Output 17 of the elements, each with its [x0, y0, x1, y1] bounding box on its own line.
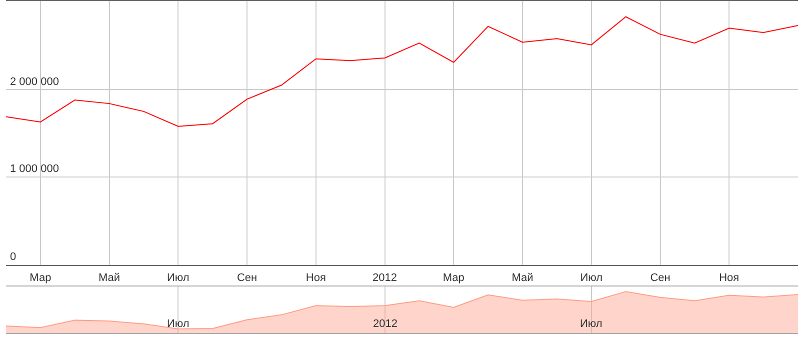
x-tick-label: 2012 [373, 318, 398, 330]
x-tick-label: Сен [236, 272, 258, 284]
x-tick-label: 2012 [372, 272, 398, 284]
x-tick-label: Июл [580, 318, 602, 330]
x-tick-label: Июл [580, 272, 603, 284]
y-tick-label: 1 000 000 [10, 163, 59, 175]
y-tick-label: 2 000 000 [10, 76, 59, 88]
x-tick-label: Июл [167, 272, 190, 284]
x-tick-label: Май [98, 272, 120, 284]
x-tick-label: Июл [167, 318, 190, 330]
x-tick-label: Ноя [306, 272, 326, 284]
y-tick-label: 0 [10, 251, 16, 263]
x-tick-label: Май [512, 272, 534, 284]
x-tick-label: Ноя [719, 272, 740, 284]
x-tick-label: Мар [442, 272, 464, 284]
x-tick-label: Сен [650, 272, 670, 284]
x-tick-label: Мар [30, 272, 52, 284]
